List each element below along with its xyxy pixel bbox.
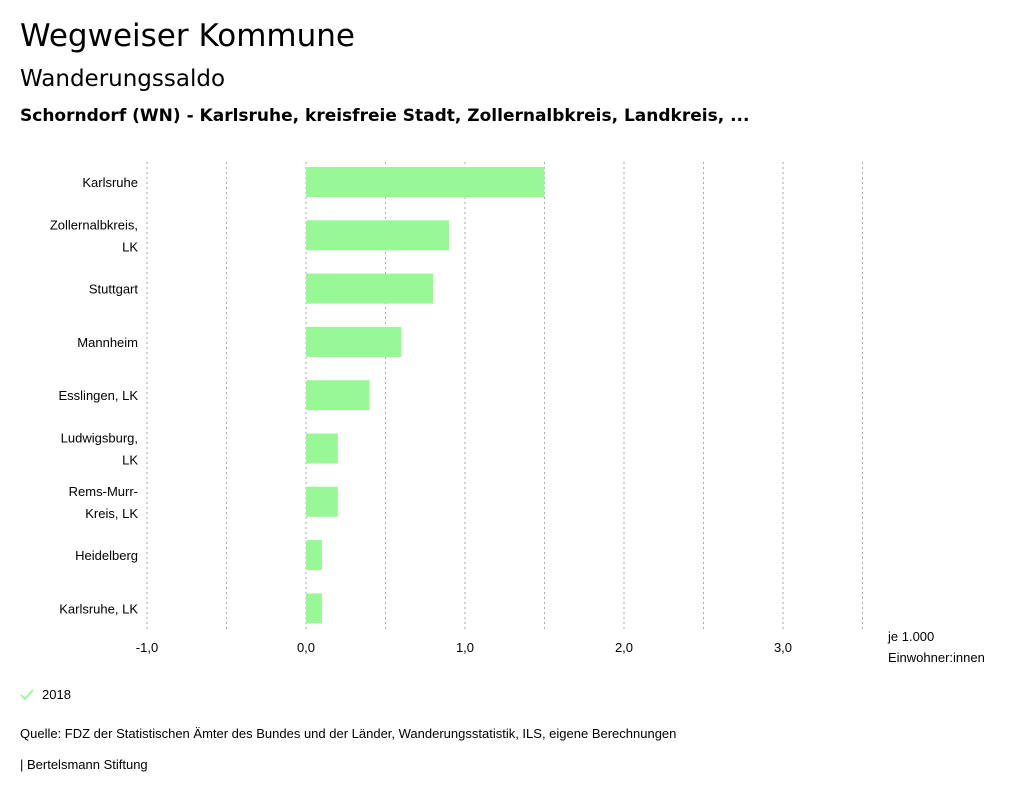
x-tick-label: 0,0 bbox=[297, 640, 315, 655]
x-tick-label: -1,0 bbox=[136, 640, 158, 655]
bar[interactable] bbox=[306, 167, 545, 197]
bar[interactable] bbox=[306, 593, 322, 624]
category-label: Zollernalbkreis, bbox=[50, 217, 138, 232]
legend-label: 2018 bbox=[42, 687, 71, 702]
category-label: Heidelberg bbox=[75, 548, 138, 563]
category-label: Stuttgart bbox=[89, 282, 139, 297]
source-note: Quelle: FDZ der Statistischen Ämter des … bbox=[20, 726, 677, 741]
x-tick-label: 1,0 bbox=[456, 640, 474, 655]
bar[interactable] bbox=[306, 540, 322, 571]
category-label: LK bbox=[122, 453, 138, 468]
bar[interactable] bbox=[306, 380, 370, 411]
category-label: Karlsruhe bbox=[82, 175, 138, 190]
app-title: Wegweiser Kommune bbox=[20, 18, 355, 54]
x-tick-label: 2,0 bbox=[615, 640, 633, 655]
category-label: Esslingen, LK bbox=[59, 388, 139, 403]
bar[interactable] bbox=[306, 220, 450, 251]
x-axis-label: je 1.000 bbox=[887, 629, 934, 644]
category-label: Mannheim bbox=[77, 335, 138, 350]
x-tick-label: 3,0 bbox=[774, 640, 792, 655]
selection-label[interactable]: Schorndorf (WN) - Karlsruhe, kreisfreie … bbox=[20, 106, 750, 126]
category-label: Karlsruhe, LK bbox=[59, 601, 138, 616]
bar[interactable] bbox=[306, 273, 434, 304]
x-axis-label: Einwohner:innen bbox=[888, 650, 985, 665]
category-label: Ludwigsburg, bbox=[61, 431, 138, 446]
category-label: Kreis, LK bbox=[85, 506, 138, 521]
check-icon bbox=[20, 688, 34, 700]
bar[interactable] bbox=[306, 486, 338, 517]
legend-item-2018[interactable]: 2018 bbox=[20, 687, 71, 702]
chart-title: Wanderungssaldo bbox=[20, 66, 226, 92]
bar-chart: Karlsruhe Zollernalbkreis, LK Stuttgart Mann… bbox=[50, 162, 985, 665]
bar[interactable] bbox=[306, 433, 338, 464]
category-label: Rems-Murr- bbox=[69, 484, 138, 499]
brand-note: | Bertelsmann Stiftung bbox=[20, 757, 148, 772]
bar[interactable] bbox=[306, 326, 402, 357]
category-label: LK bbox=[122, 239, 138, 254]
